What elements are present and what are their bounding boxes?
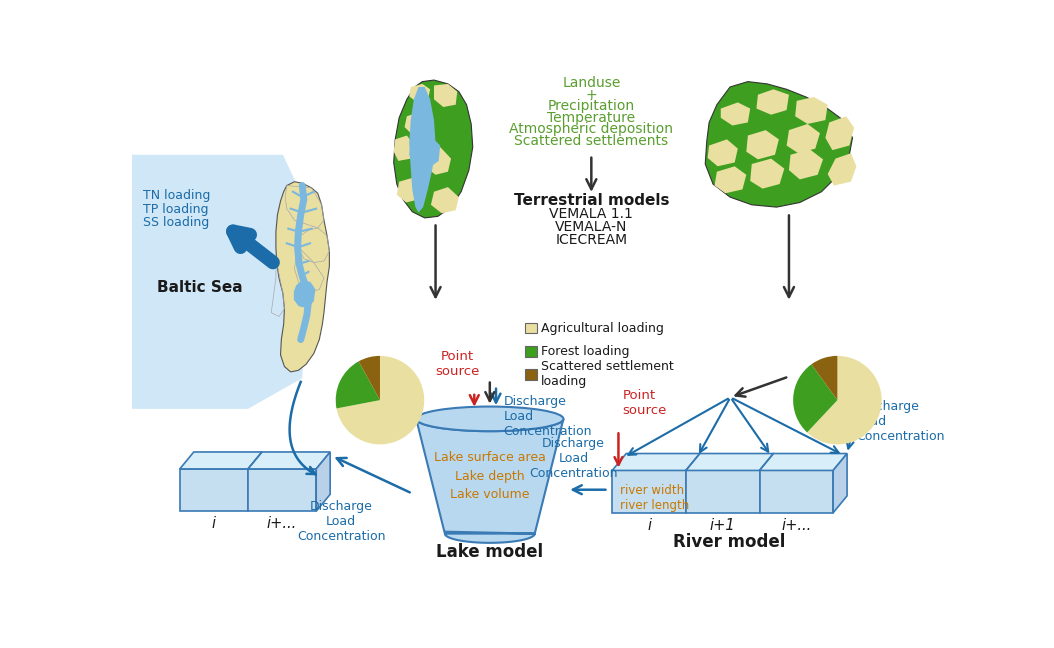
Polygon shape (180, 469, 248, 511)
Wedge shape (336, 356, 424, 445)
Polygon shape (746, 130, 779, 159)
Polygon shape (786, 124, 820, 153)
Polygon shape (276, 181, 329, 372)
Polygon shape (396, 178, 423, 202)
Polygon shape (405, 112, 428, 135)
Text: Lake depth: Lake depth (455, 470, 525, 483)
Text: VEMALA 1.1: VEMALA 1.1 (549, 207, 633, 221)
Polygon shape (416, 419, 564, 543)
Polygon shape (431, 187, 458, 213)
Text: Forest loading: Forest loading (541, 345, 629, 358)
Polygon shape (394, 80, 473, 218)
Text: Baltic Sea: Baltic Sea (157, 280, 242, 295)
Wedge shape (812, 356, 838, 400)
Polygon shape (686, 454, 774, 470)
Text: Discharge
Load
Concentration: Discharge Load Concentration (856, 400, 944, 443)
Text: +: + (586, 87, 598, 102)
Polygon shape (721, 102, 750, 126)
Text: i+...: i+... (267, 516, 297, 531)
Polygon shape (612, 454, 700, 470)
Text: Atmospheric deposition: Atmospheric deposition (509, 122, 674, 136)
Wedge shape (807, 356, 881, 445)
Polygon shape (612, 470, 686, 513)
Text: Point
source: Point source (435, 350, 480, 378)
Text: Lake surface area: Lake surface area (434, 451, 546, 464)
Text: Discharge
Load
Concentration: Discharge Load Concentration (297, 500, 386, 543)
Polygon shape (827, 153, 856, 185)
Text: Discharge
Load
Concentration: Discharge Load Concentration (529, 437, 618, 480)
Text: Precipitation: Precipitation (548, 99, 635, 113)
Text: SS loading: SS loading (143, 216, 210, 229)
Polygon shape (180, 452, 262, 469)
Bar (526, 369, 538, 380)
Text: Terrestrial models: Terrestrial models (513, 193, 669, 208)
Polygon shape (132, 155, 310, 409)
Text: Lake volume: Lake volume (450, 488, 529, 501)
Polygon shape (715, 167, 746, 193)
Polygon shape (409, 136, 441, 167)
Polygon shape (316, 452, 330, 511)
Polygon shape (833, 454, 847, 513)
Polygon shape (248, 469, 316, 511)
Polygon shape (795, 97, 827, 124)
Text: Discharge
Load
Concentration: Discharge Load Concentration (504, 395, 592, 438)
Text: i+1: i+1 (710, 518, 736, 533)
Text: Scattered settlements: Scattered settlements (514, 133, 668, 148)
Polygon shape (294, 281, 315, 307)
Wedge shape (794, 364, 837, 432)
Polygon shape (686, 470, 760, 513)
Polygon shape (434, 84, 457, 107)
Text: river width
river length: river width river length (620, 484, 689, 513)
Text: i: i (212, 516, 216, 531)
Text: i+...: i+... (781, 518, 812, 533)
Text: i: i (647, 518, 651, 533)
Text: ICECREAM: ICECREAM (555, 233, 627, 247)
Polygon shape (409, 87, 435, 213)
Polygon shape (425, 147, 451, 175)
Polygon shape (705, 82, 853, 207)
Wedge shape (336, 362, 379, 408)
Text: Temperature: Temperature (547, 111, 636, 124)
Ellipse shape (416, 406, 564, 431)
Text: River model: River model (674, 533, 786, 551)
Text: Point
source: Point source (622, 389, 667, 417)
Polygon shape (707, 139, 738, 167)
Bar (526, 323, 538, 334)
Polygon shape (394, 135, 414, 161)
Polygon shape (760, 454, 847, 470)
Text: Agricultural loading: Agricultural loading (541, 321, 664, 334)
Text: Landuse: Landuse (562, 76, 621, 90)
Text: TP loading: TP loading (143, 203, 209, 216)
Polygon shape (409, 84, 430, 102)
Text: TN loading: TN loading (143, 189, 211, 202)
Polygon shape (760, 470, 833, 513)
Text: VEMALA-N: VEMALA-N (555, 220, 627, 234)
Wedge shape (358, 356, 380, 400)
Polygon shape (248, 452, 330, 469)
Polygon shape (750, 159, 784, 189)
Bar (526, 346, 538, 356)
Polygon shape (825, 116, 854, 150)
Polygon shape (789, 150, 823, 179)
Polygon shape (757, 89, 789, 115)
Text: Lake model: Lake model (436, 543, 544, 561)
Text: Scattered settlement
loading: Scattered settlement loading (541, 360, 674, 388)
